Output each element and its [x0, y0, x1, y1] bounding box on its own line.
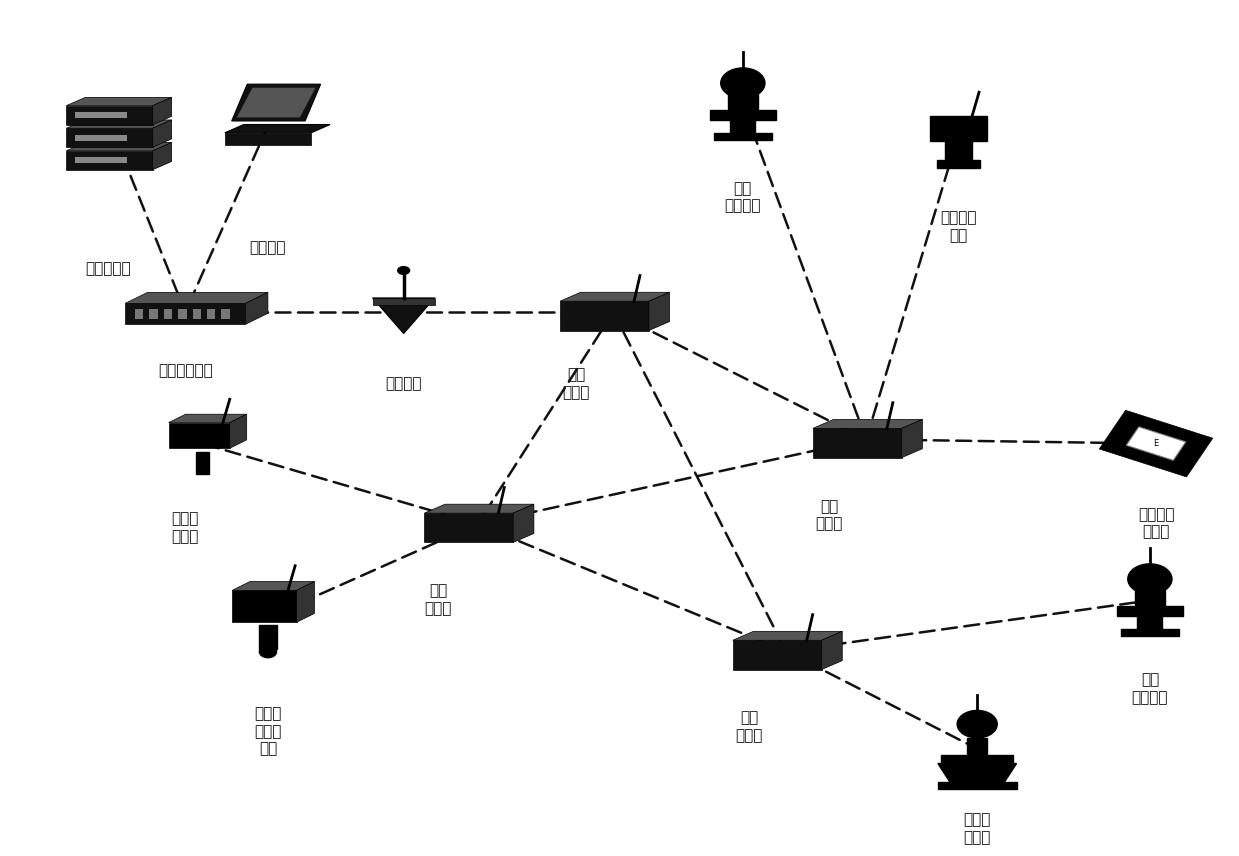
- Polygon shape: [192, 309, 201, 319]
- Polygon shape: [813, 428, 902, 458]
- Circle shape: [1127, 564, 1172, 594]
- Polygon shape: [149, 309, 157, 319]
- Text: E: E: [1154, 439, 1158, 448]
- Circle shape: [259, 646, 276, 657]
- Polygon shape: [968, 738, 987, 753]
- Polygon shape: [207, 309, 216, 319]
- Polygon shape: [930, 116, 987, 141]
- Circle shape: [396, 266, 410, 275]
- Polygon shape: [67, 105, 152, 125]
- Polygon shape: [67, 120, 172, 128]
- Polygon shape: [296, 581, 315, 622]
- Polygon shape: [938, 782, 1016, 789]
- Polygon shape: [224, 124, 330, 133]
- Text: 无线
路由器: 无线 路由器: [425, 584, 452, 615]
- Polygon shape: [169, 423, 229, 449]
- Circle shape: [958, 710, 997, 738]
- Polygon shape: [178, 309, 187, 319]
- Polygon shape: [1121, 629, 1178, 636]
- Polygon shape: [232, 581, 315, 591]
- Polygon shape: [560, 301, 649, 330]
- Text: 无线
路由器: 无线 路由器: [815, 499, 843, 531]
- Polygon shape: [125, 293, 268, 303]
- Polygon shape: [902, 419, 922, 458]
- Polygon shape: [821, 632, 843, 669]
- Polygon shape: [74, 158, 126, 163]
- Polygon shape: [649, 292, 669, 330]
- Polygon shape: [513, 504, 534, 543]
- Text: 无线气
体检测
仪表: 无线气 体检测 仪表: [254, 706, 281, 756]
- Polygon shape: [714, 133, 772, 140]
- Polygon shape: [938, 764, 1016, 782]
- Text: 无线温
度仪表: 无线温 度仪表: [172, 511, 199, 544]
- Polygon shape: [731, 120, 756, 133]
- Polygon shape: [425, 504, 534, 513]
- Polygon shape: [373, 298, 435, 334]
- Polygon shape: [67, 128, 152, 147]
- Polygon shape: [125, 303, 245, 324]
- Polygon shape: [732, 632, 843, 640]
- Text: 无线压力
仪表: 无线压力 仪表: [940, 211, 976, 243]
- Text: 以太网交换机: 以太网交换机: [157, 363, 213, 378]
- Polygon shape: [1135, 590, 1165, 605]
- Polygon shape: [74, 112, 126, 118]
- Polygon shape: [560, 292, 669, 301]
- Polygon shape: [937, 160, 980, 169]
- Circle shape: [721, 68, 764, 98]
- Polygon shape: [732, 640, 821, 669]
- Polygon shape: [67, 98, 172, 105]
- Polygon shape: [229, 414, 247, 449]
- Polygon shape: [813, 419, 922, 428]
- Polygon shape: [196, 452, 209, 474]
- Text: 无线物
位仪表: 无线物 位仪表: [964, 812, 991, 845]
- Polygon shape: [152, 120, 172, 147]
- Polygon shape: [1116, 606, 1183, 615]
- Polygon shape: [373, 298, 435, 305]
- Text: 数据服务器: 数据服务器: [84, 261, 130, 276]
- Polygon shape: [1137, 615, 1162, 629]
- Text: 无线
路由器: 无线 路由器: [563, 367, 590, 400]
- Polygon shape: [224, 133, 311, 145]
- Polygon shape: [232, 84, 321, 121]
- Polygon shape: [152, 142, 172, 169]
- Polygon shape: [1126, 427, 1186, 461]
- Polygon shape: [710, 110, 776, 120]
- Polygon shape: [67, 151, 152, 169]
- Polygon shape: [425, 513, 513, 543]
- Polygon shape: [67, 142, 172, 151]
- Polygon shape: [164, 309, 172, 319]
- Polygon shape: [135, 309, 144, 319]
- Polygon shape: [1099, 410, 1213, 477]
- Polygon shape: [152, 98, 172, 125]
- Text: 无线网关: 无线网关: [385, 376, 422, 391]
- Polygon shape: [169, 414, 247, 423]
- Polygon shape: [259, 625, 276, 650]
- Polygon shape: [727, 94, 758, 110]
- Polygon shape: [945, 141, 973, 161]
- Polygon shape: [237, 87, 316, 117]
- Polygon shape: [942, 755, 1014, 764]
- Text: 无线
路由器: 无线 路由器: [735, 710, 763, 743]
- Polygon shape: [232, 591, 296, 622]
- Text: 无线
流量仪表: 无线 流量仪表: [1131, 673, 1168, 704]
- Text: 无线
流量仪表: 无线 流量仪表: [725, 181, 761, 213]
- Polygon shape: [245, 293, 268, 324]
- Polygon shape: [74, 135, 126, 140]
- Polygon shape: [222, 309, 229, 319]
- Text: 监控终端: 监控终端: [250, 241, 286, 255]
- Text: 无线仪表
变送器: 无线仪表 变送器: [1137, 507, 1175, 539]
